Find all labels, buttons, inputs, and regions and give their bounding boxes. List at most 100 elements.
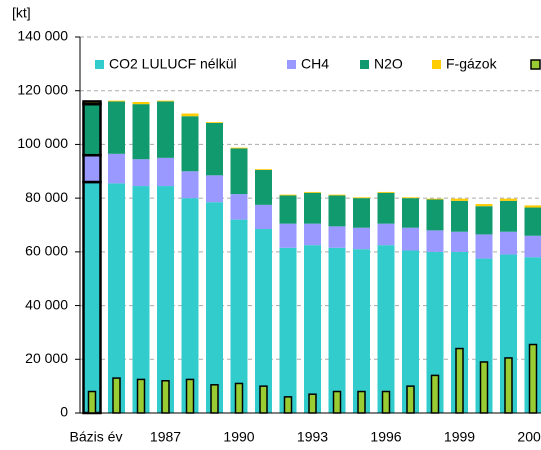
- y-tick-label: 20 000: [25, 350, 68, 366]
- bar-overlay: [357, 390, 366, 414]
- bar-segment: [377, 223, 395, 246]
- y-tick-label: 80 000: [25, 189, 68, 205]
- bar-segment: [279, 194, 297, 196]
- bar-segment: [500, 200, 517, 232]
- bar-segment: [426, 230, 444, 252]
- bar-overlay: [504, 357, 513, 414]
- legend-swatch: [360, 60, 369, 69]
- y-tick-label: 60 000: [25, 243, 68, 259]
- bar-overlay: [528, 343, 538, 414]
- bar-segment: [181, 198, 199, 413]
- bar-segment: [304, 223, 321, 246]
- bar-segment: [157, 101, 174, 158]
- x-tick-label: Bázis év: [70, 429, 123, 445]
- bar-segment: [328, 194, 346, 196]
- x-tick-label: 1987: [150, 429, 181, 445]
- bar-segment: [451, 200, 468, 232]
- bar-segment: [255, 204, 272, 230]
- bar-overlay: [210, 384, 219, 414]
- legend-label: CH4: [301, 56, 329, 72]
- bar-overlay: [87, 390, 97, 414]
- bar-segment: [279, 223, 297, 248]
- bar-overlay: [234, 382, 244, 414]
- bar-segment: [451, 198, 468, 201]
- bar-overlay: [161, 380, 170, 414]
- bar-overlay: [283, 396, 293, 414]
- x-tick-label: 1996: [370, 429, 401, 445]
- bar-segment: [304, 245, 321, 413]
- bar-segment: [353, 249, 370, 413]
- bar-segment: [82, 180, 102, 415]
- bar-segment: [132, 101, 150, 105]
- bar-overlay: [112, 377, 121, 414]
- bar-segment: [230, 194, 248, 220]
- bar-overlay: [406, 385, 415, 414]
- bar-segment: [451, 231, 468, 252]
- bar-segment: [82, 153, 102, 184]
- bar-segment: [255, 169, 272, 170]
- legend-swatch: [530, 59, 541, 70]
- y-tick-label: 40 000: [25, 296, 68, 312]
- bar-segment: [475, 206, 493, 235]
- bar-segment: [157, 186, 174, 413]
- bar-segment: [132, 159, 150, 187]
- legend-swatch: [95, 60, 104, 69]
- x-tick-label: 1990: [223, 429, 254, 445]
- bar-segment: [82, 102, 102, 157]
- bar-segment: [377, 191, 395, 193]
- bar-overlay: [332, 390, 342, 414]
- bar-segment: [230, 219, 248, 413]
- y-tick-label: 0: [60, 404, 68, 420]
- bar-segment: [353, 198, 370, 228]
- bar-segment: [328, 195, 346, 227]
- bar-segment: [500, 231, 517, 255]
- bar-segment: [255, 229, 272, 413]
- bar-segment: [181, 113, 199, 117]
- bar-overlay: [381, 390, 391, 414]
- bar-overlay: [308, 393, 317, 414]
- bar-segment: [402, 198, 419, 228]
- bar-segment: [206, 175, 223, 203]
- bar-segment: [402, 197, 419, 199]
- bar-segment: [475, 234, 493, 259]
- legend-swatch: [432, 60, 441, 69]
- bar-segment: [353, 197, 370, 199]
- bar-segment: [304, 191, 321, 193]
- legend-label: N2O: [374, 56, 403, 72]
- bar-segment: [157, 100, 174, 102]
- bar-segment: [132, 104, 150, 160]
- bar-segment: [426, 198, 444, 200]
- y-tick-label: 140 000: [17, 28, 68, 44]
- bar-segment: [426, 251, 444, 413]
- bar-segment: [353, 227, 370, 250]
- bar-segment: [108, 100, 125, 102]
- bar-segment: [230, 147, 248, 149]
- bar-segment: [206, 122, 223, 123]
- bar-segment: [524, 235, 541, 258]
- bar-segment: [524, 207, 541, 236]
- x-tick-label: 1993: [297, 429, 328, 445]
- legend-label: F-gázok: [446, 56, 498, 72]
- bar-segment: [230, 148, 248, 195]
- bar-segment: [255, 169, 272, 205]
- bar-segment: [279, 195, 297, 224]
- bar-segment: [108, 183, 125, 413]
- bar-segment: [82, 100, 102, 106]
- y-tick-label: 120 000: [17, 81, 68, 97]
- x-tick-label: 2002: [517, 429, 541, 445]
- bar-segment: [279, 247, 297, 413]
- bar-overlay: [455, 347, 464, 414]
- bar-segment: [206, 122, 223, 176]
- legend-label: CO2 LULUCF nélkül: [109, 56, 237, 72]
- bar-overlay: [259, 385, 268, 414]
- bar-segment: [108, 153, 125, 184]
- bar-segment: [402, 250, 419, 413]
- bar-segment: [328, 226, 346, 248]
- bar-segment: [304, 192, 321, 224]
- bar-segment: [181, 116, 199, 172]
- bar-segment: [475, 204, 493, 207]
- y-axis-title: [kt]: [12, 5, 31, 21]
- bar-segment: [500, 198, 517, 201]
- bar-overlay: [430, 374, 440, 414]
